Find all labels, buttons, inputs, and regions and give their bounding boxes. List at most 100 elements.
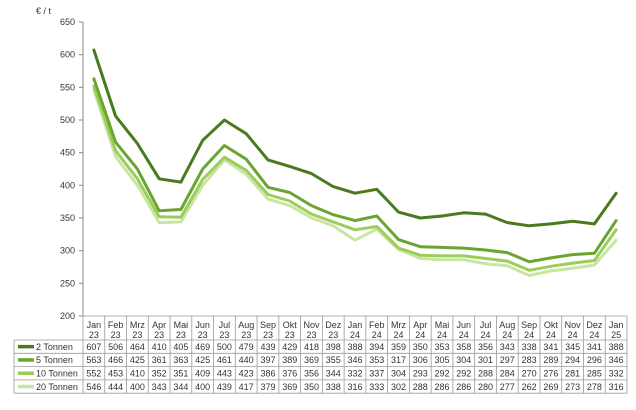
data-value-label: 409 (195, 368, 210, 378)
legend-label: 5 Tonnen (36, 355, 73, 365)
data-value-label: 343 (500, 342, 515, 352)
x-tick-label: Mai (435, 320, 450, 330)
data-value-label: 270 (522, 368, 537, 378)
x-tick-label: 23 (328, 330, 338, 340)
data-value-label: 350 (413, 342, 428, 352)
y-tick-label: 600 (60, 50, 75, 60)
x-tick-label: 23 (285, 330, 295, 340)
data-value-label: 469 (195, 342, 210, 352)
x-tick-label: Aug (238, 320, 254, 330)
data-value-label: 304 (456, 355, 471, 365)
y-tick-label: 200 (60, 311, 75, 321)
data-value-label: 417 (239, 382, 254, 392)
data-value-label: 294 (565, 355, 580, 365)
data-value-label: 423 (239, 368, 254, 378)
x-tick-label: Mrz (391, 320, 406, 330)
data-value-label: 286 (435, 382, 450, 392)
data-value-label: 288 (413, 382, 428, 392)
x-tick-label: 23 (219, 330, 229, 340)
data-value-label: 355 (326, 355, 341, 365)
data-value-label: 338 (522, 342, 537, 352)
data-value-label: 351 (173, 368, 188, 378)
x-tick-label: Okt (283, 320, 298, 330)
x-tick-label: 23 (132, 330, 142, 340)
data-value-label: 353 (435, 342, 450, 352)
y-tick-label: 400 (60, 180, 75, 190)
data-value-label: 316 (609, 382, 624, 392)
x-tick-label: 24 (589, 330, 599, 340)
x-tick-label: 23 (176, 330, 186, 340)
data-value-label: 405 (173, 342, 188, 352)
data-value-label: 356 (478, 342, 493, 352)
data-value-label: 453 (108, 368, 123, 378)
x-tick-label: 24 (546, 330, 556, 340)
data-value-label: 439 (260, 342, 275, 352)
y-tick-label: 250 (60, 278, 75, 288)
x-tick-label: Jul (480, 320, 492, 330)
data-value-label: 425 (195, 355, 210, 365)
x-tick-label: 24 (350, 330, 360, 340)
data-value-label: 343 (152, 382, 167, 392)
series-line (92, 84, 618, 272)
data-value-label: 506 (108, 342, 123, 352)
data-value-label: 400 (130, 382, 145, 392)
data-value-label: 563 (86, 355, 101, 365)
data-value-label: 440 (239, 355, 254, 365)
data-value-label: 344 (173, 382, 188, 392)
x-tick-label: Sep (521, 320, 537, 330)
x-tick-label: Jan (87, 320, 102, 330)
data-value-label: 386 (260, 368, 275, 378)
data-value-label: 285 (587, 368, 602, 378)
data-value-label: 332 (347, 368, 362, 378)
data-value-label: 333 (369, 382, 384, 392)
data-value-label: 356 (304, 368, 319, 378)
x-tick-label: Sep (260, 320, 276, 330)
data-value-label: 429 (282, 342, 297, 352)
data-value-label: 284 (500, 368, 515, 378)
x-tick-label: 23 (111, 330, 121, 340)
data-value-label: 398 (326, 342, 341, 352)
data-value-label: 289 (543, 355, 558, 365)
data-value-label: 292 (456, 368, 471, 378)
data-value-label: 439 (217, 382, 232, 392)
x-tick-label: Jun (457, 320, 472, 330)
x-tick-label: Jan (609, 320, 624, 330)
data-value-label: 286 (456, 382, 471, 392)
data-value-label: 352 (152, 368, 167, 378)
series-lines (92, 48, 618, 277)
data-value-label: 297 (500, 355, 515, 365)
x-tick-label: Dez (586, 320, 603, 330)
data-value-label: 276 (543, 368, 558, 378)
x-tick-label: Aug (499, 320, 515, 330)
data-value-label: 353 (369, 355, 384, 365)
data-value-label: 389 (282, 355, 297, 365)
x-tick-label: 24 (394, 330, 404, 340)
data-value-label: 302 (391, 382, 406, 392)
data-value-label: 388 (609, 342, 624, 352)
x-tick-label: Nov (303, 320, 320, 330)
data-value-label: 280 (478, 382, 493, 392)
x-tick-label: Mrz (130, 320, 145, 330)
data-value-label: 341 (543, 342, 558, 352)
x-tick-label: 23 (306, 330, 316, 340)
data-value-label: 344 (326, 368, 341, 378)
x-tick-label: 23 (263, 330, 273, 340)
data-value-label: 316 (347, 382, 362, 392)
data-value-label: 341 (587, 342, 602, 352)
data-value-label: 359 (391, 342, 406, 352)
x-tick-label: Jan (348, 320, 363, 330)
data-value-label: 338 (326, 382, 341, 392)
data-value-label: 317 (391, 355, 406, 365)
data-value-label: 379 (260, 382, 275, 392)
x-tick-label: Jul (219, 320, 231, 330)
data-value-label: 269 (543, 382, 558, 392)
series-line (92, 77, 618, 264)
data-value-label: 361 (152, 355, 167, 365)
data-value-label: 410 (130, 368, 145, 378)
data-value-label: 376 (282, 368, 297, 378)
data-value-label: 358 (456, 342, 471, 352)
data-value-label: 337 (369, 368, 384, 378)
data-value-label: 363 (173, 355, 188, 365)
data-value-label: 296 (587, 355, 602, 365)
